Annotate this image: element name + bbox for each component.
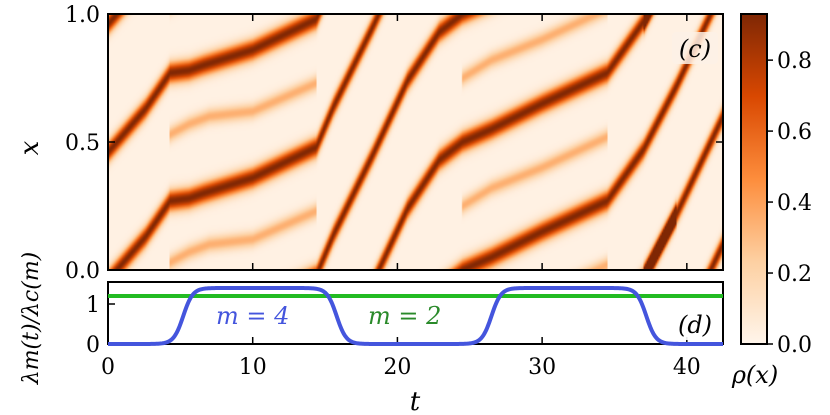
panel-label-d-box	[672, 308, 718, 340]
heatmap-y-tick-label: 0.5	[65, 131, 100, 156]
heatmap-y-tick-label: 1.0	[65, 3, 100, 28]
line-y-tick-label: 1	[86, 293, 100, 318]
colorbar-gradient	[740, 13, 768, 345]
colorbar: 0.0 0.2 0.4 0.6 0.8 ρ(x)	[731, 13, 812, 389]
annotation-m4: m = 4	[216, 302, 289, 330]
heatmap-panel: 0.0 0.5 1.0 (c) x	[15, 3, 724, 284]
x-tick-label: 0	[101, 355, 115, 380]
heatmap-y-tick-label: 0.0	[65, 259, 100, 284]
series-line-m4	[108, 286, 723, 346]
line-y-tick-label: 0	[86, 333, 100, 358]
colorbar-tick-label: 0.0	[777, 333, 812, 358]
annotation-m2: m = 2	[368, 302, 441, 330]
colorbar-label: ρ(x)	[731, 361, 778, 389]
line-panel: 0 1 0 10 20 30 40 m = 4 m = 2 (d) λm(t)/λc(m)…	[19, 252, 724, 415]
line-y-label: λm(t)/λc(m)	[19, 252, 44, 386]
colorbar-tick-label: 0.6	[777, 120, 812, 145]
panel-label-c-box	[672, 32, 718, 64]
x-axis-label: t	[410, 387, 421, 415]
x-tick-label: 40	[673, 355, 701, 380]
colorbar-tick-label: 0.8	[777, 49, 812, 74]
panel-label-c: (c)	[679, 35, 711, 63]
panel-label-d: (d)	[678, 311, 712, 339]
x-tick-label: 30	[528, 355, 556, 380]
x-tick-label: 20	[383, 355, 411, 380]
colorbar-tick-label: 0.2	[777, 262, 812, 287]
x-tick-label: 10	[239, 355, 267, 380]
colorbar-tick-label: 0.4	[777, 191, 812, 216]
heatmap-y-label: x	[15, 140, 45, 155]
density-heatmap	[108, 14, 723, 270]
